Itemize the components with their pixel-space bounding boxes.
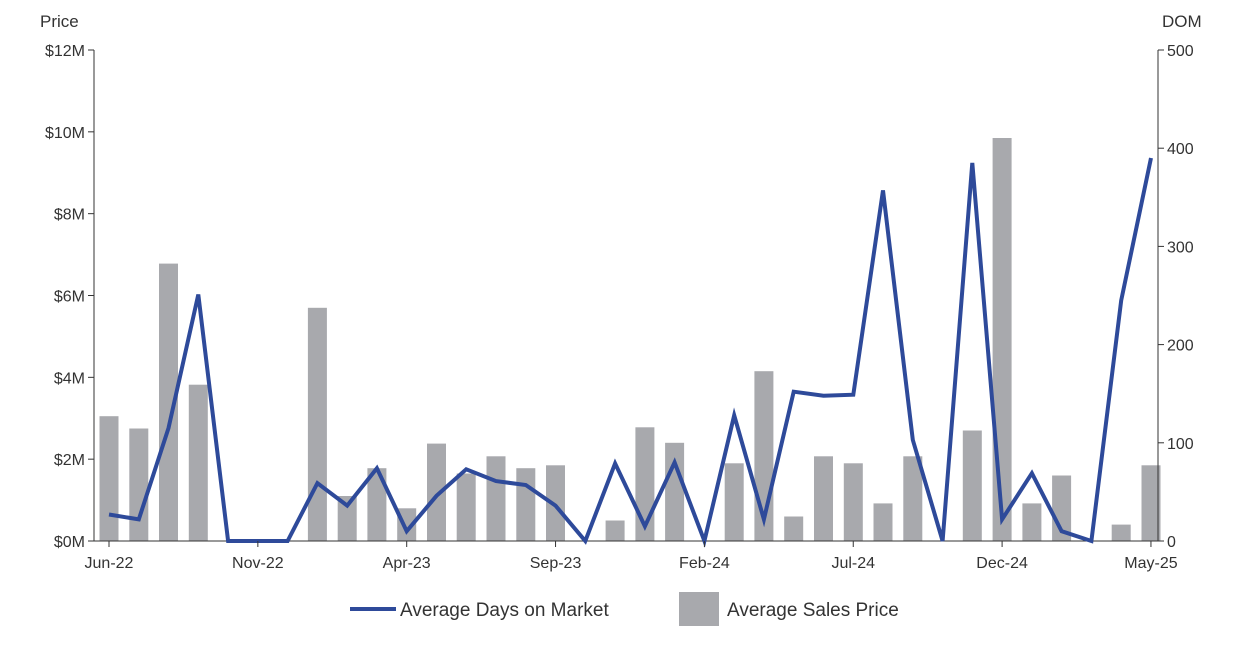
right-tick-label: 400 xyxy=(1167,141,1194,158)
left-axis-title: Price xyxy=(40,12,79,31)
bar-May-23 xyxy=(427,443,446,541)
bar-Jan-23 xyxy=(307,307,327,541)
bar-Feb-23 xyxy=(337,496,357,541)
bar-Nov-24 xyxy=(962,430,982,541)
left-tick-label: $12M xyxy=(45,43,85,60)
left-tick-label: $10M xyxy=(45,125,85,142)
bar-Jan-24 xyxy=(665,442,685,541)
bar-Jul-23 xyxy=(486,456,506,541)
legend-label-dom: Average Days on Market xyxy=(400,600,609,621)
bar-Aug-23 xyxy=(516,468,536,541)
x-tick-label: Jul-24 xyxy=(831,555,875,572)
bar-Sep-22 xyxy=(188,384,208,541)
x-tick-label: May-25 xyxy=(1124,555,1177,572)
right-tick-label: 100 xyxy=(1167,436,1194,453)
bar-Jun-24 xyxy=(814,456,833,541)
ticks: $0M $2M $4M $6M $8M $10M $12M 0 100 200 300 400 500 J… xyxy=(45,43,1194,572)
bar-Nov-23 xyxy=(605,520,625,541)
left-tick-label: $4M xyxy=(54,370,85,387)
bar-Sep-24 xyxy=(903,456,923,541)
bar-Aug-22 xyxy=(159,263,178,541)
left-tick-label: $0M xyxy=(54,534,85,551)
legend: Average Days on Market Average Sales Pri… xyxy=(350,592,899,626)
left-tick-label: $2M xyxy=(54,452,85,469)
left-tick-label: $6M xyxy=(54,289,85,306)
bar-Aug-24 xyxy=(873,503,893,541)
bar-Mar-23 xyxy=(367,468,387,541)
axis-labels: Price DOM xyxy=(40,12,1202,31)
bar-Jul-24 xyxy=(843,463,863,541)
right-tick-label: 300 xyxy=(1167,239,1194,256)
dom-line xyxy=(108,157,1153,548)
left-tick-label: $8M xyxy=(54,207,85,224)
bar-Apr-25 xyxy=(1111,524,1131,541)
x-tick-label: Apr-23 xyxy=(383,555,431,572)
bar-Jan-25 xyxy=(1022,503,1042,541)
x-tick-label: Nov-22 xyxy=(232,555,284,572)
line-series xyxy=(108,157,1153,548)
bar-Jul-22 xyxy=(129,428,149,541)
x-tick-label: Dec-24 xyxy=(976,555,1028,572)
right-tick-label: 200 xyxy=(1167,338,1194,355)
bar-May-24 xyxy=(784,516,804,541)
legend-label-price: Average Sales Price xyxy=(727,600,899,621)
right-tick-label: 0 xyxy=(1167,534,1176,551)
legend-bar-swatch xyxy=(679,592,719,626)
x-tick-label: Sep-23 xyxy=(530,555,582,572)
bar-series xyxy=(99,138,1161,541)
bar-Mar-24 xyxy=(724,463,744,541)
bar-May-25 xyxy=(1141,465,1161,541)
bar-Jun-22 xyxy=(99,416,119,541)
right-axis-title: DOM xyxy=(1162,12,1202,31)
bar-Apr-23 xyxy=(397,508,417,541)
bar-Sep-23 xyxy=(546,465,565,541)
x-tick-label: Feb-24 xyxy=(679,555,730,572)
bar-Jun-23 xyxy=(456,473,476,541)
x-tick-label: Jun-22 xyxy=(85,555,134,572)
right-tick-label: 500 xyxy=(1167,43,1194,60)
bar-Dec-24 xyxy=(992,138,1012,541)
